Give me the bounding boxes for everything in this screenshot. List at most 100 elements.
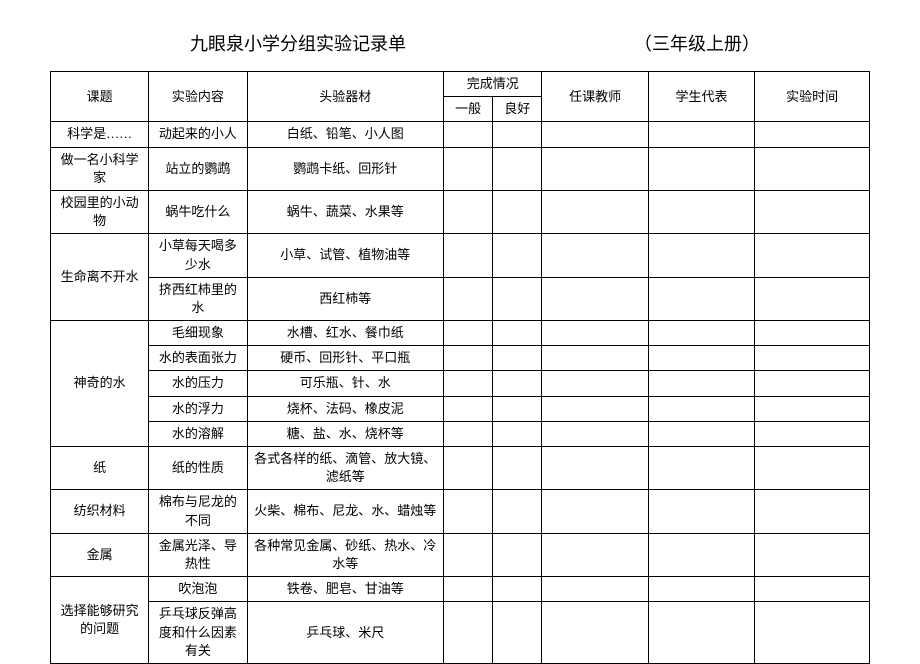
cell-topic: 纺织材料 (51, 490, 149, 533)
cell-content: 小草每天喝多少水 (149, 234, 247, 277)
cell-content: 水的浮力 (149, 396, 247, 421)
title-right: （三年级上册） (634, 30, 760, 56)
cell-student (648, 346, 754, 371)
cell-time (755, 190, 870, 233)
cell-status1 (444, 147, 493, 190)
cell-teacher (542, 346, 648, 371)
cell-time (755, 421, 870, 446)
cell-status2 (493, 396, 542, 421)
cell-equipment: 糖、盐、水、烧杯等 (247, 421, 444, 446)
cell-content: 乒乓球反弹高度和什么因素有关 (149, 602, 247, 664)
cell-time (755, 490, 870, 533)
cell-topic: 金属 (51, 533, 149, 576)
cell-time (755, 447, 870, 490)
cell-equipment: 可乐瓶、针、水 (247, 371, 444, 396)
table-row: 校园里的小动物蜗牛吃什么蜗牛、蔬菜、水果等 (51, 190, 870, 233)
cell-status2 (493, 533, 542, 576)
cell-content: 水的压力 (149, 371, 247, 396)
cell-student (648, 490, 754, 533)
cell-content: 水的表面张力 (149, 346, 247, 371)
cell-student (648, 321, 754, 346)
cell-content: 挤西红柿里的水 (149, 277, 247, 320)
cell-content: 蜗牛吃什么 (149, 190, 247, 233)
col-equipment: 头验器材 (247, 72, 444, 122)
cell-equipment: 各式各样的纸、滴管、放大镜、滤纸等 (247, 447, 444, 490)
cell-topic: 纸 (51, 447, 149, 490)
header-row-1: 课题 实验内容 头验器材 完成情况 任课教师 学生代表 实验时间 (51, 72, 870, 97)
table-row: 科学是……动起来的小人白纸、铅笔、小人图 (51, 122, 870, 147)
cell-status1 (444, 277, 493, 320)
col-status1: 一般 (444, 97, 493, 122)
cell-student (648, 577, 754, 602)
col-status2: 良好 (493, 97, 542, 122)
cell-equipment: 水槽、红水、餐巾纸 (247, 321, 444, 346)
col-topic: 课题 (51, 72, 149, 122)
cell-content: 吹泡泡 (149, 577, 247, 602)
cell-time (755, 321, 870, 346)
cell-teacher (542, 190, 648, 233)
table-row: 生命离不开水小草每天喝多少水小草、试管、植物油等 (51, 234, 870, 277)
cell-status1 (444, 321, 493, 346)
cell-teacher (542, 122, 648, 147)
table-body: 科学是……动起来的小人白纸、铅笔、小人图做一名小科学家站立的鹦鹉鹦鹉卡纸、回形针… (51, 122, 870, 664)
col-teacher: 任课教师 (542, 72, 648, 122)
cell-teacher (542, 147, 648, 190)
experiment-table: 课题 实验内容 头验器材 完成情况 任课教师 学生代表 实验时间 一般 良好 科… (50, 71, 870, 664)
col-time: 实验时间 (755, 72, 870, 122)
table-row: 金属金属光泽、导热性各种常见金属、砂纸、热水、冷水等 (51, 533, 870, 576)
cell-status1 (444, 533, 493, 576)
cell-status1 (444, 190, 493, 233)
cell-status2 (493, 147, 542, 190)
table-head: 课题 实验内容 头验器材 完成情况 任课教师 学生代表 实验时间 一般 良好 (51, 72, 870, 122)
table-row: 水的表面张力硬币、回形针、平口瓶 (51, 346, 870, 371)
cell-status2 (493, 277, 542, 320)
table-row: 水的压力可乐瓶、针、水 (51, 371, 870, 396)
cell-status2 (493, 490, 542, 533)
cell-status1 (444, 396, 493, 421)
col-completion: 完成情况 (444, 72, 542, 97)
table-row: 纺织材料棉布与尼龙的不同火柴、棉布、尼龙、水、蜡烛等 (51, 490, 870, 533)
cell-student (648, 277, 754, 320)
cell-equipment: 白纸、铅笔、小人图 (247, 122, 444, 147)
cell-content: 纸的性质 (149, 447, 247, 490)
cell-content: 毛细现象 (149, 321, 247, 346)
title-left: 九眼泉小学分组实验记录单 (190, 30, 406, 56)
cell-student (648, 190, 754, 233)
cell-time (755, 577, 870, 602)
cell-equipment: 蜗牛、蔬菜、水果等 (247, 190, 444, 233)
cell-content: 水的溶解 (149, 421, 247, 446)
table-row: 水的浮力烧杯、法码、橡皮泥 (51, 396, 870, 421)
cell-time (755, 533, 870, 576)
cell-equipment: 硬币、回形针、平口瓶 (247, 346, 444, 371)
cell-status2 (493, 371, 542, 396)
table-row: 挤西红柿里的水西红柿等 (51, 277, 870, 320)
cell-time (755, 396, 870, 421)
table-row: 做一名小科学家站立的鹦鹉鹦鹉卡纸、回形针 (51, 147, 870, 190)
cell-student (648, 533, 754, 576)
table-row: 纸纸的性质各式各样的纸、滴管、放大镜、滤纸等 (51, 447, 870, 490)
cell-equipment: 烧杯、法码、橡皮泥 (247, 396, 444, 421)
cell-status2 (493, 346, 542, 371)
cell-content: 金属光泽、导热性 (149, 533, 247, 576)
col-student: 学生代表 (648, 72, 754, 122)
cell-teacher (542, 577, 648, 602)
cell-equipment: 乒乓球、米尺 (247, 602, 444, 664)
cell-topic: 做一名小科学家 (51, 147, 149, 190)
cell-teacher (542, 421, 648, 446)
cell-equipment: 西红柿等 (247, 277, 444, 320)
cell-equipment: 小草、试管、植物油等 (247, 234, 444, 277)
cell-time (755, 277, 870, 320)
cell-time (755, 371, 870, 396)
cell-status2 (493, 122, 542, 147)
cell-status2 (493, 321, 542, 346)
cell-topic: 科学是…… (51, 122, 149, 147)
cell-teacher (542, 447, 648, 490)
cell-student (648, 396, 754, 421)
cell-status2 (493, 234, 542, 277)
cell-content: 站立的鹦鹉 (149, 147, 247, 190)
cell-status1 (444, 602, 493, 664)
col-content: 实验内容 (149, 72, 247, 122)
cell-status2 (493, 577, 542, 602)
cell-time (755, 234, 870, 277)
cell-student (648, 147, 754, 190)
